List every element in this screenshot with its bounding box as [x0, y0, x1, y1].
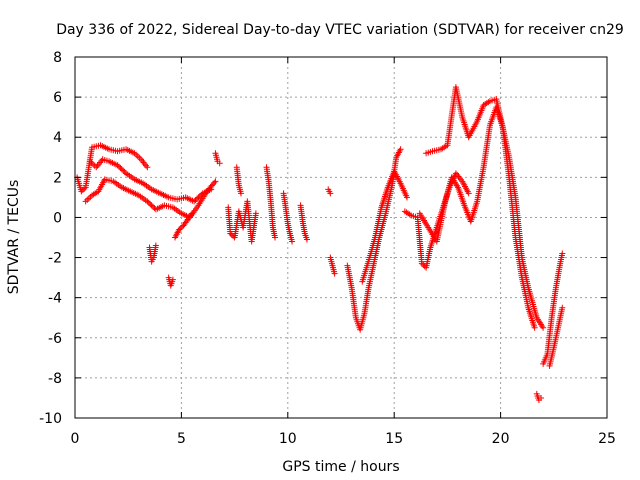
- y-axis-label: SDTVAR / TECUs: [6, 180, 22, 295]
- data-point: [192, 197, 199, 204]
- series-arc8: [225, 198, 259, 245]
- data-point: [397, 146, 404, 153]
- data-point: [120, 167, 127, 174]
- plot-area: [74, 84, 566, 403]
- data-point: [148, 202, 155, 209]
- series-arc10: [263, 164, 279, 241]
- y-tick-label: -4: [48, 291, 62, 307]
- data-point: [136, 154, 143, 161]
- x-tick-label: 10: [279, 431, 297, 447]
- x-tick-label: 0: [71, 431, 80, 447]
- data-point: [134, 153, 141, 160]
- data-point: [403, 194, 410, 201]
- data-point: [540, 324, 547, 331]
- data-point: [177, 225, 184, 232]
- data-point: [194, 195, 201, 202]
- data-point: [559, 304, 566, 311]
- data-point: [538, 394, 545, 401]
- x-tick-label: 20: [492, 431, 510, 447]
- data-point: [327, 190, 334, 197]
- series-arc1: [74, 142, 151, 195]
- data-point: [121, 168, 128, 175]
- chart-title: Day 336 of 2022, Sidereal Day-to-day VTE…: [56, 22, 624, 38]
- data-point: [79, 187, 86, 194]
- series-arc21: [540, 250, 566, 367]
- y-tick-label: -2: [48, 251, 62, 267]
- y-tick-label: 8: [53, 50, 62, 66]
- y-tick-label: 2: [53, 170, 62, 186]
- data-point: [78, 188, 85, 195]
- data-point: [176, 226, 183, 233]
- data-point: [115, 163, 122, 170]
- grid-lines: [75, 57, 607, 418]
- data-point: [114, 162, 121, 169]
- series-arc16: [359, 168, 410, 285]
- series-arc20: [533, 390, 545, 403]
- data-point: [420, 261, 427, 268]
- y-tick-label: 4: [53, 130, 62, 146]
- data-point: [331, 270, 338, 277]
- data-point: [211, 179, 218, 186]
- series-arc17: [401, 170, 472, 271]
- data-point: [228, 231, 235, 238]
- x-axis-label: GPS time / hours: [282, 459, 399, 475]
- series-arc11: [280, 190, 296, 245]
- data-point: [418, 260, 425, 267]
- y-tick-label: -8: [48, 371, 62, 387]
- data-point: [195, 194, 202, 201]
- series-arc6: [172, 210, 196, 241]
- data-point: [84, 196, 91, 203]
- data-point: [82, 198, 89, 205]
- data-point: [147, 201, 154, 208]
- axis-ticks: 0 5 10 15 20 25 -10 -8 -6 -4 -2 0 2 4 6 8: [39, 50, 616, 447]
- plot-frame: [74, 56, 608, 419]
- series-arc7: [212, 150, 223, 167]
- data-point: [152, 242, 159, 249]
- data-point: [289, 238, 296, 245]
- data-point: [90, 161, 97, 168]
- data-point: [144, 164, 151, 171]
- series-arc13: [325, 186, 334, 197]
- data-point: [81, 185, 88, 192]
- data-point: [85, 195, 92, 202]
- data-point: [144, 198, 151, 205]
- data-point: [169, 276, 176, 283]
- series-arc4: [146, 242, 159, 265]
- series-arc3: [82, 176, 219, 221]
- y-tick-label: -6: [48, 331, 62, 347]
- series-arc9: [233, 164, 244, 197]
- x-tick-label: 5: [177, 431, 186, 447]
- data-point: [212, 178, 219, 185]
- series-arc5: [165, 274, 176, 289]
- data-point: [189, 210, 196, 217]
- data-point: [145, 199, 152, 206]
- data-point: [303, 236, 310, 243]
- x-tick-label: 25: [598, 431, 616, 447]
- data-point: [531, 324, 538, 331]
- y-tick-label: 0: [53, 210, 62, 226]
- data-point: [237, 190, 244, 197]
- series-arc14: [327, 254, 338, 277]
- data-point: [117, 164, 124, 171]
- data-point: [150, 203, 157, 210]
- data-point: [559, 250, 566, 257]
- x-tick-label: 15: [385, 431, 403, 447]
- data-point: [118, 166, 125, 173]
- series-arc19: [423, 84, 547, 331]
- series-arc22: [546, 304, 566, 369]
- data-point: [252, 210, 259, 217]
- series-arc2: [86, 156, 215, 205]
- y-tick-label: -10: [39, 411, 62, 427]
- data-point: [216, 160, 223, 167]
- data-point: [465, 190, 472, 197]
- data-point: [191, 198, 198, 205]
- data-point: [272, 234, 279, 241]
- series-arc12: [297, 202, 310, 243]
- y-tick-label: 6: [53, 90, 62, 106]
